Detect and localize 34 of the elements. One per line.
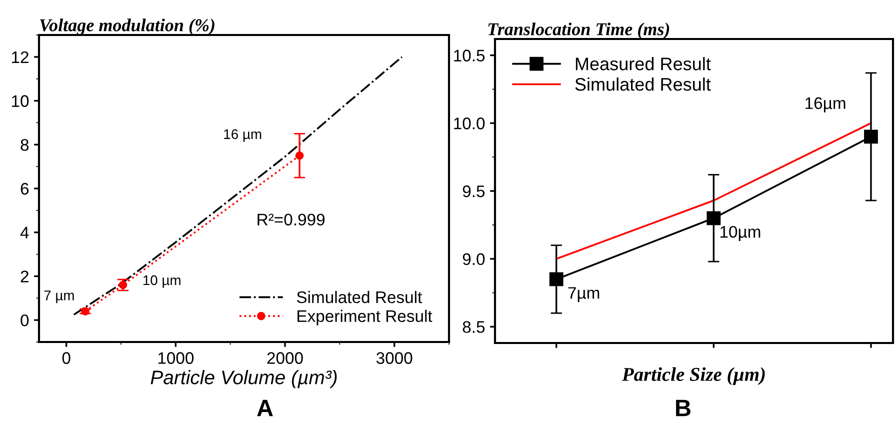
y-tick-label: 12: [12, 51, 28, 63]
x-axis-title: Particle Size (µm): [622, 367, 765, 385]
annotation: R²=0.999: [258, 214, 325, 226]
x-tick-label: 3000: [376, 352, 412, 364]
point: [706, 211, 721, 226]
y-tick-label: 0: [20, 314, 29, 326]
y-tick-label: 10.0: [454, 118, 485, 130]
text: A: [257, 400, 273, 416]
annotation: 10 µm: [143, 275, 180, 288]
annotation: 10µm: [720, 226, 760, 242]
x-tick-label: 1000: [158, 352, 194, 364]
x-axis-title: Particle Volume (µm³): [150, 370, 337, 388]
y-tick-label: 8.5: [462, 321, 485, 333]
annotation: 16µm: [806, 97, 846, 112]
y-tick-label: 8: [20, 139, 29, 151]
annotation: 16 µm: [224, 129, 262, 142]
y-tick-label: 4: [20, 226, 29, 238]
annotation: 7 µm: [44, 290, 74, 304]
legend-label: Simulated Result: [575, 78, 711, 91]
legend-label: Measured Result: [576, 57, 711, 70]
y-axis-title: Translocation Time (ms): [488, 22, 670, 39]
y-tick-label: 6: [20, 182, 29, 195]
x-tick-label: 0: [62, 352, 70, 364]
y-tick-label: 10: [12, 95, 29, 107]
y-tick-label: 10.5: [454, 50, 485, 62]
x-tick-label: 2000: [267, 352, 303, 364]
annotation: 7µm: [568, 287, 600, 302]
y-tick-label: 9.5: [462, 185, 485, 198]
legend-label: Simulated Result: [296, 290, 422, 304]
y-tick-label: 2: [20, 270, 28, 282]
y-axis-title: Voltage modulation (%): [40, 18, 214, 35]
legend-label: Experiment Result: [298, 310, 432, 326]
y-tick-label: 9.0: [462, 253, 485, 266]
text: B: [676, 400, 690, 416]
